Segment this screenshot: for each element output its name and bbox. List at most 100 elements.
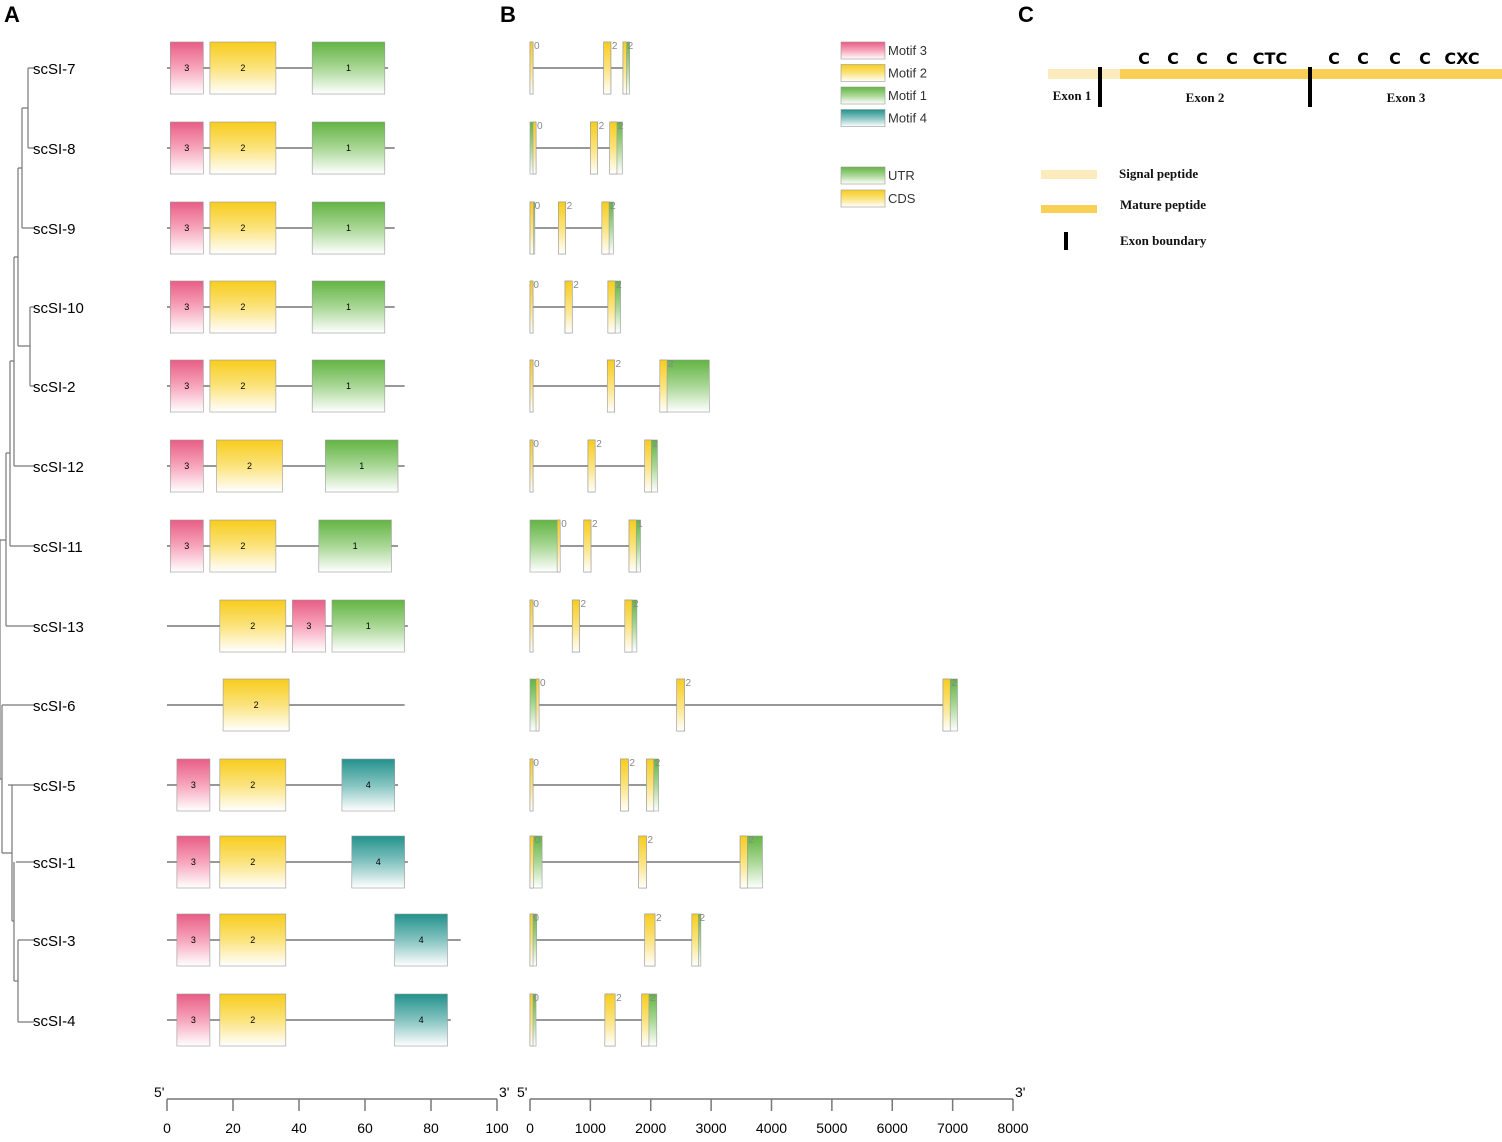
cds-region <box>604 993 616 1047</box>
cds-region <box>601 201 610 255</box>
motif-4-label: 4 <box>419 935 424 945</box>
motif-track-scSI-13: 2 3 1 <box>167 599 408 653</box>
intron-phase-label: 2 <box>573 280 579 291</box>
gene-tick-label: 8000 <box>997 1120 1028 1136</box>
gene-label-scSI-11: scSI-11 <box>33 539 83 556</box>
cysteine-exon2-4: C <box>1226 49 1238 68</box>
motif1-legend-label: Motif 1 <box>888 88 927 103</box>
legend-mature-swatch <box>1041 205 1097 213</box>
gene-track-scSI-12: 0 2 2 <box>529 439 658 493</box>
cds-region <box>587 439 596 493</box>
cysteine-exon3-1: C <box>1328 49 1340 68</box>
intron-phase-label: 0 <box>537 121 543 132</box>
gene-tick-label: 2000 <box>635 1120 666 1136</box>
cysteine-exon3-2: C <box>1357 49 1369 68</box>
cds-region <box>624 599 633 653</box>
intron-phase-label: 2 <box>748 835 754 846</box>
motif-track-scSI-3: 3 2 4 <box>167 913 461 967</box>
cds-region <box>644 439 652 493</box>
motif-1-box <box>311 201 386 255</box>
gene-track-scSI-4: 0 2 2 <box>529 993 658 1047</box>
gene-label-scSI-6: scSI-6 <box>33 698 76 715</box>
cds-region <box>529 280 534 334</box>
cds-region <box>529 758 534 812</box>
gene-track-scSI-8: 0 2 2 <box>529 121 624 175</box>
cds-region <box>739 835 748 889</box>
intron-phase-label: 2 <box>686 678 692 689</box>
motif-1-box <box>325 439 399 493</box>
motif-3-label: 3 <box>184 143 189 153</box>
motif-track-scSI-8: 3 2 1 <box>167 121 395 175</box>
motif-2-box <box>209 359 277 413</box>
cds-region <box>691 913 699 967</box>
intron-phase-label: 2 <box>629 758 635 769</box>
gene-start-label: 5' <box>517 1084 527 1100</box>
intron-phase-label: 0 <box>533 758 539 769</box>
motif-tick-label: 0 <box>163 1120 171 1136</box>
motif-3-box <box>176 835 211 889</box>
cysteine-exon2-1: C <box>1138 49 1150 68</box>
cysteine-exon3-5: CXC <box>1444 49 1479 68</box>
gene-track-scSI-13: 0 2 2 <box>529 599 639 653</box>
motif-2-label: 2 <box>250 780 255 790</box>
motif-2-box <box>219 913 287 967</box>
motif-3-box <box>170 280 204 334</box>
intron-phase-label: 0 <box>533 993 539 1004</box>
gene-tick-label: 1000 <box>575 1120 606 1136</box>
intron-phase-label: 0 <box>535 835 541 846</box>
gene-tick-label: 4000 <box>756 1120 787 1136</box>
motif-tick-label: 80 <box>423 1120 439 1136</box>
motif-2-box <box>219 758 287 812</box>
intron-phase-label: 2 <box>616 993 622 1004</box>
motif-1-label: 1 <box>353 541 358 551</box>
exon-label-1: Exon 1 <box>1053 88 1092 103</box>
motif-track-scSI-11: 3 2 1 <box>167 519 398 573</box>
motif-2-label: 2 <box>240 143 245 153</box>
gene-label-scSI-3: scSI-3 <box>33 933 76 950</box>
intron-phase-label: 2 <box>699 913 705 924</box>
cysteine-exon2-2: C <box>1167 49 1179 68</box>
intron-phase-label: 2 <box>628 41 634 52</box>
gene-structure-panel: 0 2 20 2 20 2 20 2 20 2 20 2 20 2 10 2 20 2 20 2 20 2 20 2 20 2 2 <box>529 41 958 1047</box>
cds-region <box>532 121 537 175</box>
motif-axis: 0 20 40 60 80 100 5' 3' <box>154 1084 509 1136</box>
motif-3-box <box>170 359 204 413</box>
motif-track-scSI-7: 3 2 1 <box>167 41 389 95</box>
motif-tick-label: 20 <box>225 1120 241 1136</box>
intron-phase-label: 2 <box>616 280 622 291</box>
gene-label-scSI-9: scSI-9 <box>33 221 76 238</box>
motif-track-scSI-12: 3 2 1 <box>167 439 405 493</box>
intron-phase-label: 0 <box>540 678 546 689</box>
motif-track-scSI-5: 3 2 4 <box>167 758 398 812</box>
cds-region <box>646 758 655 812</box>
intron-phase-label: 0 <box>535 201 541 212</box>
utr-legend-label: UTR <box>888 168 915 183</box>
intron-phase-label: 0 <box>533 599 539 610</box>
motif-1-label: 1 <box>359 461 364 471</box>
motif-2-box <box>219 993 287 1047</box>
intron-phase-label: 2 <box>951 678 957 689</box>
motif-track-scSI-6: 2 <box>167 678 405 732</box>
motif-1-box <box>311 121 386 175</box>
motif-2-label: 2 <box>240 223 245 233</box>
motif-track-scSI-2: 3 2 1 <box>167 359 405 413</box>
legend-boundary-swatch <box>1064 232 1068 250</box>
motif-tick-label: 60 <box>357 1120 373 1136</box>
gene-track-scSI-6: 0 2 2 <box>529 678 958 732</box>
cds-region <box>603 41 612 95</box>
intron-phase-label: 0 <box>533 913 539 924</box>
cds-region <box>556 519 561 573</box>
gene-label-scSI-10: scSI-10 <box>33 300 84 317</box>
gene-tick-label: 0 <box>526 1120 534 1136</box>
gene-label-scSI-7: scSI-7 <box>33 61 76 78</box>
motif-2-box <box>219 835 287 889</box>
motif-1-box <box>331 599 405 653</box>
gene-labels: scSI-7 scSI-8 scSI-9 scSI-10 scSI-2 scSI-12 sc… <box>33 61 84 1030</box>
intron-phase-label: 2 <box>610 201 616 212</box>
utr-legend-swatch <box>840 166 886 185</box>
intron-phase-label: 2 <box>612 41 618 52</box>
exon-boundary-1 <box>1098 67 1102 107</box>
motif-2-label: 2 <box>240 63 245 73</box>
cds-region <box>529 599 534 653</box>
motif-1-label: 1 <box>346 302 351 312</box>
